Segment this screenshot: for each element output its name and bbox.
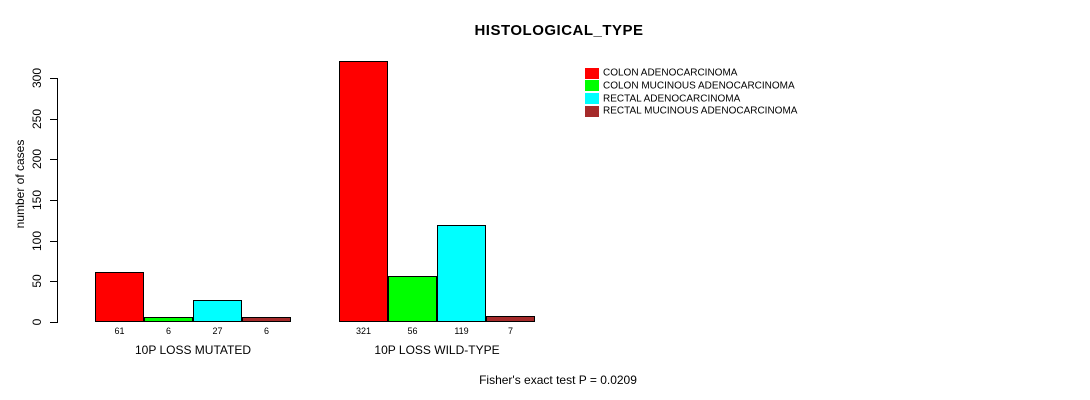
- y-tick-label: 250: [30, 108, 44, 129]
- y-tick-label: 100: [30, 230, 44, 251]
- y-tick-mark: [50, 281, 57, 283]
- bar-rectal-mucinous-adenocarcinoma: [486, 316, 535, 322]
- y-tick-mark: [50, 200, 57, 201]
- y-tick-label: 50: [30, 274, 44, 289]
- y-axis-label: number of cases: [13, 139, 27, 229]
- bar-value-label: 27: [212, 326, 223, 336]
- bar-rectal-mucinous-adenocarcinoma: [242, 317, 291, 322]
- x-group-label: 10P LOSS MUTATED: [134, 343, 252, 357]
- bar-rectal-adenocarcinoma: [437, 225, 486, 322]
- bar-value-label: 119: [454, 326, 469, 336]
- bar-value-label: 321: [355, 326, 372, 336]
- y-tick-mark: [50, 159, 57, 161]
- legend-label: COLON ADENOCARCINOMA: [603, 67, 738, 79]
- y-tick-label: 0: [30, 318, 44, 326]
- y-tick-label: 150: [30, 189, 44, 211]
- y-tick-mark: [50, 118, 57, 120]
- chart-title: HISTOLOGICAL_TYPE: [474, 22, 644, 39]
- y-tick-mark: [50, 322, 57, 323]
- y-axis-line: [57, 78, 58, 323]
- y-tick-label: 200: [30, 149, 44, 170]
- bar-colon-adenocarcinoma: [95, 272, 144, 322]
- legend-swatch: [585, 80, 599, 92]
- legend-label: RECTAL ADENOCARCINOMA: [603, 93, 741, 104]
- bar-value-label: 56: [407, 326, 418, 336]
- bar-value-label: 7: [507, 326, 514, 336]
- legend-label: RECTAL MUCINOUS ADENOCARCINOMA: [603, 105, 798, 117]
- y-tick-label: 300: [30, 67, 44, 89]
- bar-colon-mucinous-adenocarcinoma: [144, 317, 193, 322]
- bar-value-label: 61: [114, 326, 125, 336]
- x-group-label: 10P LOSS WILD-TYPE: [374, 343, 500, 357]
- y-tick-mark: [50, 240, 57, 242]
- legend-swatch: [585, 105, 599, 117]
- bar-colon-mucinous-adenocarcinoma: [388, 276, 437, 322]
- bar-value-label: 6: [263, 326, 270, 336]
- legend-swatch: [585, 67, 599, 79]
- legend-swatch: [585, 93, 599, 104]
- y-tick-mark: [50, 78, 57, 79]
- fisher-test-annotation: Fisher's exact test P = 0.0209: [479, 373, 637, 387]
- bar-rectal-adenocarcinoma: [193, 300, 242, 322]
- legend-label: COLON MUCINOUS ADENOCARCINOMA: [603, 80, 795, 92]
- bar-colon-adenocarcinoma: [339, 61, 388, 322]
- bar-value-label: 6: [165, 326, 172, 336]
